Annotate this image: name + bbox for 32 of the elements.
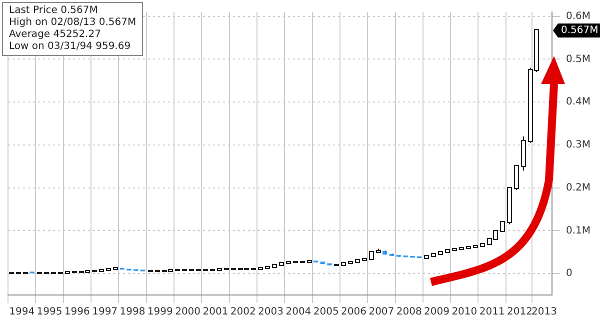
annotation: Last Price 0.567M: [9, 5, 99, 17]
x-tick-label: 1999: [147, 306, 173, 318]
x-tick-label: 2004: [286, 306, 312, 318]
x-tick-label: 1998: [120, 306, 146, 318]
x-tick-label: 2001: [202, 306, 228, 318]
annotation: High on 02/08/13 0.567M: [9, 17, 136, 29]
x-tick-label: 2013: [531, 306, 557, 318]
x-tick-label: 2005: [313, 306, 339, 318]
x-tick-label: 2011: [479, 306, 505, 318]
annotation: 0.567M: [561, 25, 598, 36]
x-tick-label: 2008: [396, 306, 422, 318]
x-tick-label: 2002: [230, 306, 256, 318]
y-tick-label: 0.1M: [566, 225, 591, 236]
y-tick-label: 0.2M: [566, 182, 591, 194]
annotation: Average 45252.27: [9, 29, 102, 41]
y-tick-label: 0.4M: [566, 96, 591, 108]
y-tick-label: 0.3M: [566, 140, 591, 151]
y-tick-label: 0.5M: [566, 54, 591, 65]
x-tick-label: 1995: [36, 306, 62, 318]
x-tick-label: 2009: [424, 306, 450, 318]
x-tick-label: 2010: [452, 306, 478, 318]
x-tick-label: 2003: [258, 306, 284, 318]
x-tick-label: 2000: [175, 306, 201, 318]
y-tick-label: 0: [566, 268, 572, 280]
x-tick-label: 2012: [507, 306, 532, 318]
y-tick-label: 0.6M: [566, 10, 591, 22]
x-tick-label: 1994: [9, 306, 35, 318]
x-tick-label: 1997: [92, 306, 118, 318]
x-tick-label: 2007: [368, 306, 394, 318]
x-tick-label: 1996: [64, 306, 90, 318]
annotation: Low on 03/31/94 959.69: [9, 41, 132, 53]
x-tick-label: 2006: [341, 306, 366, 318]
